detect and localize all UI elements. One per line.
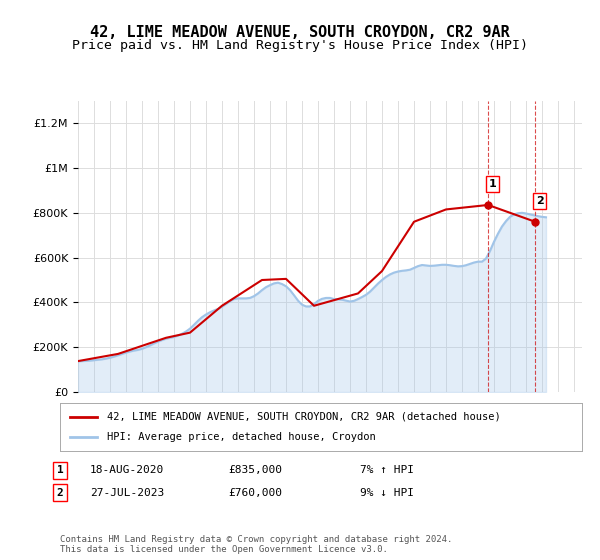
Text: HPI: Average price, detached house, Croydon: HPI: Average price, detached house, Croy… <box>107 432 376 442</box>
Text: 42, LIME MEADOW AVENUE, SOUTH CROYDON, CR2 9AR (detached house): 42, LIME MEADOW AVENUE, SOUTH CROYDON, C… <box>107 412 501 422</box>
Text: 2: 2 <box>56 488 64 498</box>
Text: 2: 2 <box>536 196 544 206</box>
Text: 1: 1 <box>56 465 64 475</box>
Text: 27-JUL-2023: 27-JUL-2023 <box>90 488 164 498</box>
Text: £760,000: £760,000 <box>228 488 282 498</box>
Text: Price paid vs. HM Land Registry's House Price Index (HPI): Price paid vs. HM Land Registry's House … <box>72 39 528 52</box>
Text: 42, LIME MEADOW AVENUE, SOUTH CROYDON, CR2 9AR: 42, LIME MEADOW AVENUE, SOUTH CROYDON, C… <box>90 25 510 40</box>
Text: £835,000: £835,000 <box>228 465 282 475</box>
Text: 18-AUG-2020: 18-AUG-2020 <box>90 465 164 475</box>
Text: 7% ↑ HPI: 7% ↑ HPI <box>360 465 414 475</box>
Text: 9% ↓ HPI: 9% ↓ HPI <box>360 488 414 498</box>
Text: 1: 1 <box>489 179 497 189</box>
Text: Contains HM Land Registry data © Crown copyright and database right 2024.
This d: Contains HM Land Registry data © Crown c… <box>60 535 452 554</box>
